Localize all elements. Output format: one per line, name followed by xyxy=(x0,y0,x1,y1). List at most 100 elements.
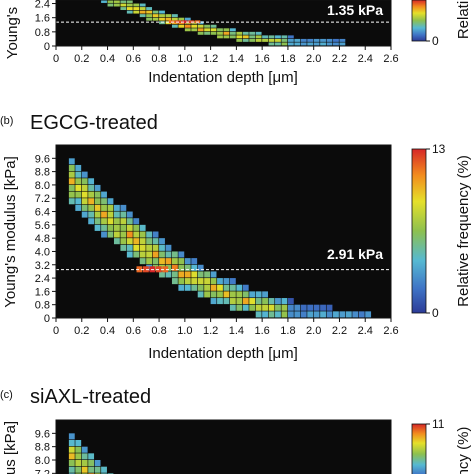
heatmap-cell xyxy=(75,184,82,191)
heatmap-cell xyxy=(204,284,211,291)
heatmap-cell xyxy=(191,24,198,28)
heatmap-cell xyxy=(281,298,288,305)
heatmap-cell xyxy=(255,35,262,39)
heatmap-cell xyxy=(287,304,294,311)
heatmap-cell xyxy=(142,266,149,273)
panel-b-x-ticks: 0 0.2 0.4 0.6 0.8 1.0 1.2 1.4 1.6 1.8 2.0 2.2 2.4 2.6 xyxy=(53,318,399,337)
y-tick-label: 9.6 xyxy=(35,428,50,440)
x-tick-label: 2.2 xyxy=(332,325,347,337)
heatmap-cell xyxy=(126,0,133,3)
heatmap-cell xyxy=(68,460,75,467)
heatmap-cell xyxy=(275,311,281,318)
panel-b-y-ticks: 00.8 1.62.43.2 4.04.85.66.4 7.28.08.8 9.6 xyxy=(35,153,56,325)
heatmap-cell xyxy=(113,3,120,7)
panel-b-heatmap xyxy=(56,145,391,318)
x-tick-label: 1.8 xyxy=(280,325,295,337)
heatmap-cell xyxy=(191,28,198,32)
heatmap-cell xyxy=(204,31,211,35)
heatmap-cell xyxy=(126,3,133,7)
heatmap-cell xyxy=(229,35,236,39)
heatmap-cell xyxy=(159,21,165,25)
heatmap-cell xyxy=(294,42,301,46)
heatmap-cell xyxy=(191,258,198,265)
heatmap-cell xyxy=(281,311,288,318)
heatmap-cell xyxy=(223,28,230,32)
heatmap-cell xyxy=(236,298,243,305)
panel-a-colorbar-min: 0 xyxy=(432,34,439,48)
heatmap-cell xyxy=(229,298,236,305)
heatmap-cell xyxy=(68,178,75,185)
heatmap-cell xyxy=(139,251,146,258)
heatmap-cell xyxy=(139,10,146,14)
heatmap-cell xyxy=(81,211,88,218)
heatmap-cell xyxy=(300,311,307,318)
heatmap-cell xyxy=(101,224,107,231)
heatmap-cell xyxy=(120,231,127,238)
heatmap-cell xyxy=(223,284,230,291)
heatmap-cell xyxy=(113,224,120,231)
heatmap-cell xyxy=(88,211,95,218)
heatmap-cell xyxy=(152,258,159,265)
heatmap-cell xyxy=(88,178,95,185)
heatmap-cell xyxy=(188,20,194,24)
heatmap-cell xyxy=(75,178,82,185)
heatmap-cell xyxy=(339,42,346,46)
x-tick-label: 1.0 xyxy=(177,325,192,337)
heatmap-cell xyxy=(229,284,236,291)
heatmap-cell xyxy=(320,42,326,46)
panel-c-colorbar-max: 11 xyxy=(432,417,445,431)
heatmap-cell xyxy=(268,304,275,311)
heatmap-cell xyxy=(75,440,82,447)
heatmap-cell xyxy=(68,164,75,172)
x-tick-label: 0.8 xyxy=(151,325,166,337)
heatmap-cell xyxy=(268,42,275,46)
heatmap-cell xyxy=(178,24,185,28)
heatmap-cell xyxy=(242,284,249,291)
heatmap-cell xyxy=(262,291,268,298)
x-tick-label: 0.2 xyxy=(74,325,89,337)
heatmap-cell xyxy=(275,304,281,311)
heatmap-cell xyxy=(120,224,127,231)
heatmap-cell xyxy=(120,218,127,225)
heatmap-cell xyxy=(197,278,204,285)
heatmap-cell xyxy=(75,204,82,211)
heatmap-cell xyxy=(159,264,165,271)
heatmap-cell xyxy=(162,266,169,273)
x-tick-label: 2.6 xyxy=(383,53,398,65)
y-tick-label: 0 xyxy=(44,41,50,53)
y-tick-label: 8.8 xyxy=(35,167,50,179)
x-tick-label: 2.0 xyxy=(306,53,321,65)
heatmap-cell xyxy=(178,278,185,285)
heatmap-cell xyxy=(249,304,256,311)
heatmap-cell xyxy=(133,7,140,11)
y-tick-label: 8.0 xyxy=(35,455,50,467)
heatmap-cell xyxy=(275,38,281,42)
heatmap-cell xyxy=(339,38,346,42)
heatmap-cell xyxy=(68,433,75,440)
x-tick-label: 1.0 xyxy=(177,53,192,65)
heatmap-cell xyxy=(120,211,127,218)
heatmap-cell xyxy=(204,291,211,298)
y-tick-label: 2.4 xyxy=(35,273,50,285)
x-tick-label: 0.6 xyxy=(126,325,141,337)
heatmap-cell xyxy=(107,211,114,218)
heatmap-cell xyxy=(313,38,320,42)
heatmap-cell xyxy=(94,224,101,231)
heatmap-cell xyxy=(81,466,88,473)
y-tick-label: 7.2 xyxy=(35,193,50,205)
heatmap-cell xyxy=(197,291,204,298)
heatmap-cell xyxy=(139,224,146,231)
x-tick-label: 0 xyxy=(53,325,59,337)
heatmap-cell xyxy=(94,460,101,467)
y-tick-label: 1.6 xyxy=(35,13,50,25)
heatmap-cell xyxy=(184,21,191,25)
heatmap-cell xyxy=(133,244,140,251)
y-tick-label: 2.4 xyxy=(35,0,50,11)
heatmap-cell xyxy=(326,42,333,46)
heatmap-cell xyxy=(165,21,172,25)
heatmap-cell xyxy=(101,0,107,3)
x-tick-label: 1.2 xyxy=(203,53,218,65)
heatmap-cell xyxy=(146,14,153,18)
heatmap-cell xyxy=(165,14,172,18)
